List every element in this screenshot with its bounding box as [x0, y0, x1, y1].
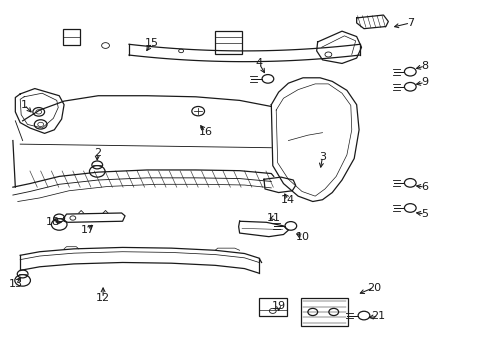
Bar [63, 29, 80, 45]
Text: 9: 9 [421, 77, 427, 87]
Text: 21: 21 [371, 311, 385, 321]
Text: 20: 20 [366, 283, 380, 293]
Text: 11: 11 [266, 213, 280, 222]
Text: 3: 3 [318, 152, 325, 162]
Bar [215, 31, 242, 54]
Text: 12: 12 [96, 293, 110, 303]
Text: 1: 1 [20, 100, 27, 110]
Text: 5: 5 [421, 209, 427, 219]
Text: 15: 15 [144, 38, 159, 48]
Text: 13: 13 [9, 279, 23, 289]
Text: 2: 2 [94, 148, 101, 158]
Text: 6: 6 [421, 182, 427, 192]
Text: 10: 10 [295, 232, 309, 242]
Text: 8: 8 [421, 61, 427, 71]
Text: 16: 16 [198, 127, 212, 136]
Bar [259, 298, 287, 316]
Text: 7: 7 [406, 18, 413, 28]
Bar [300, 298, 347, 326]
Text: 19: 19 [271, 301, 285, 311]
Text: 4: 4 [255, 58, 262, 68]
Text: 14: 14 [281, 195, 295, 205]
Text: 18: 18 [46, 217, 61, 227]
Text: 17: 17 [80, 225, 94, 235]
